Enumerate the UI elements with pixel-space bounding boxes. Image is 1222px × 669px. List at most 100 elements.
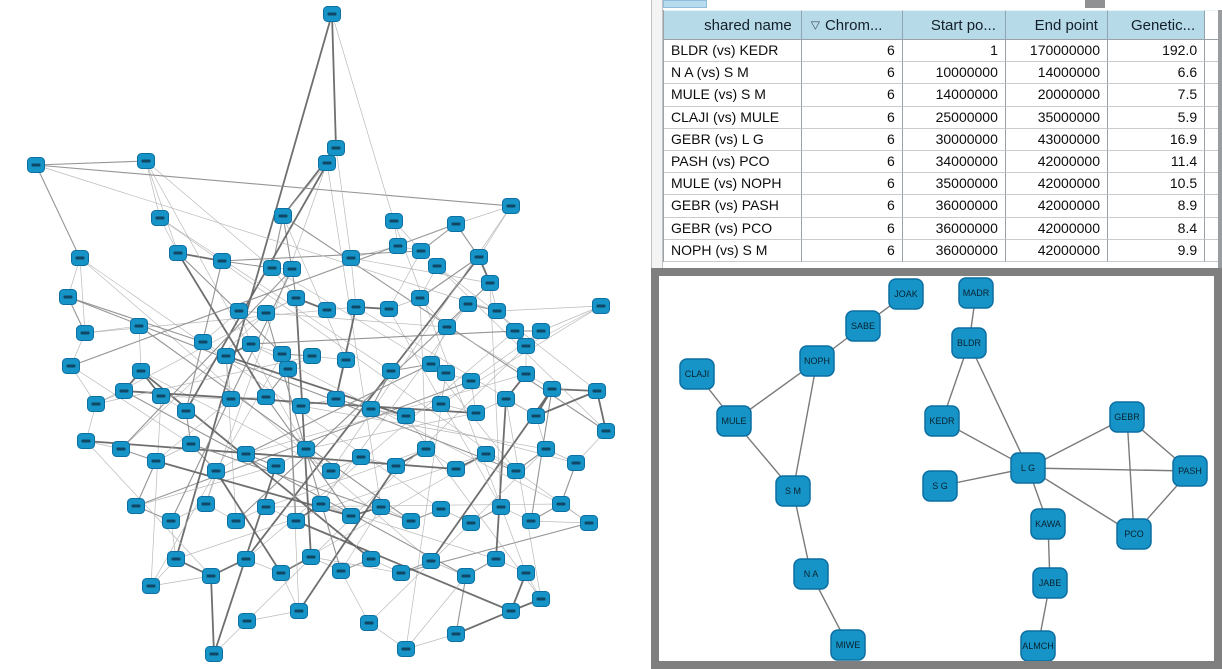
network-edge[interactable] [210,575,215,655]
network-edge[interactable] [185,147,337,412]
network-node[interactable] [169,245,187,261]
network-edge[interactable] [70,365,192,445]
network-node[interactable] [242,336,260,352]
table-cell[interactable]: 20000000 [1005,84,1108,107]
table-cell[interactable]: 42000000 [1005,173,1108,196]
network-edge[interactable] [489,282,502,508]
network-edge[interactable] [298,465,397,612]
network-node[interactable] [77,433,95,449]
network-node[interactable] [318,302,336,318]
network-edge[interactable] [505,398,542,600]
network-edge[interactable] [225,355,237,522]
network-node[interactable] [237,446,255,462]
network-node[interactable] [428,258,446,274]
table-cell[interactable]: 6 [801,195,903,218]
network-node[interactable] [257,499,275,515]
table-cell[interactable]: 14000000 [902,84,1006,107]
network-node[interactable] [202,568,220,584]
network-edge[interactable] [525,305,602,347]
network-node[interactable] [392,565,410,581]
network-edge[interactable] [246,345,527,622]
network-node[interactable] [207,463,225,479]
table-cell[interactable]: 6 [801,128,903,151]
network-node[interactable] [130,318,148,334]
network-node[interactable] [263,260,281,276]
network-edge[interactable] [388,250,422,310]
network-node[interactable] [342,250,360,266]
network-edge[interactable] [35,164,512,207]
subnetwork-node-kedr[interactable]: KEDR [924,405,960,437]
network-edge[interactable] [135,465,277,507]
network-node[interactable] [303,348,321,364]
scrollbar-thumb-left[interactable] [663,0,707,8]
network-node[interactable] [432,501,450,517]
subnetwork-node-mule[interactable]: MULE [716,405,752,437]
network-node[interactable] [488,303,506,319]
table-cell[interactable]: 6 [801,217,903,240]
network-edge[interactable] [331,13,395,222]
network-node[interactable] [302,549,320,565]
network-edge[interactable] [145,160,161,219]
column-header-0[interactable]: shared name [664,10,802,40]
table-row[interactable]: BLDR (vs) KEDR 6 1 170000000 192.0 [664,40,1218,63]
network-edge[interactable] [405,372,447,650]
network-node[interactable] [432,396,450,412]
table-cell[interactable]: 8.9 [1107,195,1206,218]
network-node[interactable] [532,591,550,607]
network-edge[interactable] [326,162,382,508]
network-node[interactable] [297,441,315,457]
network-node[interactable] [142,578,160,594]
network-node[interactable] [71,250,89,266]
table-cell[interactable]: 42000000 [1005,239,1108,262]
subnetwork-node-sabe[interactable]: SABE [845,310,881,342]
network-node[interactable] [552,496,570,512]
network-node[interactable] [194,334,212,350]
network-node[interactable] [506,323,524,339]
network-edge[interactable] [79,257,86,334]
network-node[interactable] [411,290,429,306]
network-node[interactable] [76,325,94,341]
network-edge[interactable] [123,390,467,577]
network-node[interactable] [502,198,520,214]
network-node[interactable] [517,338,535,354]
network-edge[interactable] [245,363,432,455]
network-edge[interactable] [145,160,273,269]
table-cell[interactable]: 25000000 [902,106,1006,129]
main-network-canvas[interactable] [0,0,651,669]
network-edge[interactable] [250,330,516,345]
network-edge[interactable] [446,326,527,375]
network-node[interactable] [182,436,200,452]
table-cell[interactable]: CLAJI (vs) MULE [664,106,802,129]
network-node[interactable] [543,381,561,397]
network-node[interactable] [507,463,525,479]
subnetwork-canvas[interactable]: JOAK MADR SABE NOPH CLAJI MULE S M N A MIWE BLDR K… [659,276,1214,661]
subnetwork-edge[interactable] [968,342,1029,469]
network-edge[interactable] [540,305,602,332]
network-node[interactable] [497,391,515,407]
network-edge[interactable] [535,390,598,417]
network-node[interactable] [481,275,499,291]
network-edge[interactable] [282,215,347,361]
network-node[interactable] [477,446,495,462]
table-cell[interactable]: 8.4 [1107,217,1206,240]
network-edge[interactable] [340,570,370,624]
network-node[interactable] [332,563,350,579]
network-edge[interactable] [35,164,81,259]
subnetwork-node-noph[interactable]: NOPH [799,345,835,377]
subnetwork-node-bldr[interactable]: BLDR [951,327,987,359]
table-cell[interactable]: 42000000 [1005,195,1108,218]
network-node[interactable] [447,626,465,642]
subnetwork-node-gebr[interactable]: GEBR [1109,401,1145,433]
network-edge[interactable] [530,520,590,524]
subnetwork-node-n-a[interactable]: N A [793,558,829,590]
network-node[interactable] [273,346,291,362]
network-node[interactable] [27,157,45,173]
network-node[interactable] [459,296,477,312]
network-node[interactable] [322,463,340,479]
table-cell[interactable]: 6 [801,84,903,107]
network-node[interactable] [532,323,550,339]
network-node[interactable] [397,408,415,424]
network-node[interactable] [274,208,292,224]
network-node[interactable] [287,513,305,529]
network-node[interactable] [115,383,133,399]
